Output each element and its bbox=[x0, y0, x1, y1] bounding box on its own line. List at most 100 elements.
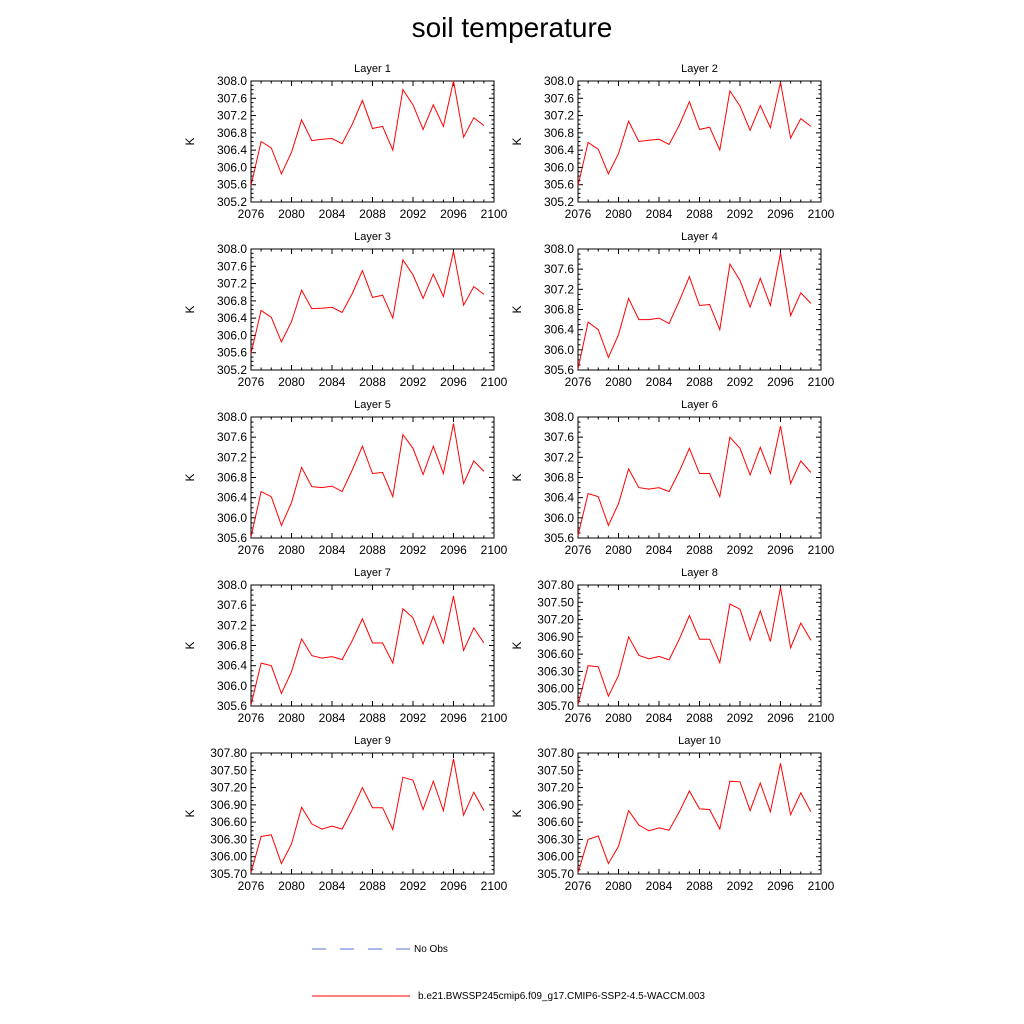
y-tick-label: 307.6 bbox=[544, 262, 574, 276]
x-tick-label: 2088 bbox=[359, 207, 386, 221]
y-tick-label: 308.0 bbox=[217, 74, 247, 88]
y-tick-label: 307.50 bbox=[537, 763, 574, 777]
y-axis-label: K bbox=[183, 305, 197, 313]
y-tick-label: 306.4 bbox=[217, 143, 247, 157]
x-tick-label: 2092 bbox=[727, 543, 754, 557]
y-tick-label: 305.6 bbox=[217, 699, 247, 713]
series-line bbox=[250, 423, 485, 538]
series-line bbox=[577, 763, 812, 873]
x-tick-label: 2088 bbox=[686, 879, 713, 893]
x-tick-label: 2084 bbox=[646, 543, 673, 557]
y-tick-label: 305.6 bbox=[544, 531, 574, 545]
y-tick-label: 306.8 bbox=[217, 294, 247, 308]
panel-3: Layer 3 K 2076 2080 2084 2088 2092 2096 2100 305.… bbox=[183, 231, 508, 389]
panel-10: Layer 10 K 2076 2080 2084 2088 2092 2096 2100 305… bbox=[510, 735, 835, 893]
legend-entry-no-obs: No Obs bbox=[312, 943, 448, 955]
y-tick-label: 305.2 bbox=[217, 195, 247, 209]
y-axis-label: K bbox=[183, 809, 197, 817]
legend-entry-model-run: b.e21.BWSSP245cmip6.f09_g17.CMIP6-SSP2-4… bbox=[312, 990, 705, 1002]
y-tick-label: 307.20 bbox=[537, 781, 574, 795]
y-tick-label: 307.80 bbox=[210, 746, 247, 760]
legend-solid-line-icon bbox=[312, 995, 410, 997]
x-tick-label: 2084 bbox=[319, 543, 346, 557]
figure-title: soil temperature bbox=[411, 12, 613, 43]
x-tick-label: 2088 bbox=[686, 711, 713, 725]
x-tick-label: 2100 bbox=[808, 711, 835, 725]
panel-title: Layer 2 bbox=[681, 63, 718, 75]
panel-9: Layer 9 K 2076 2080 2084 2088 2092 2096 2100 305.… bbox=[183, 735, 508, 893]
y-tick-label: 306.4 bbox=[544, 323, 574, 337]
x-tick-label: 2088 bbox=[686, 543, 713, 557]
series-line bbox=[250, 80, 485, 186]
x-tick-label: 2084 bbox=[319, 375, 346, 389]
x-tick-label: 2100 bbox=[808, 543, 835, 557]
panel-title: Layer 4 bbox=[681, 231, 718, 243]
x-tick-label: 2096 bbox=[440, 543, 467, 557]
y-tick-label: 306.4 bbox=[544, 143, 574, 157]
y-tick-label: 307.6 bbox=[544, 91, 574, 105]
y-tick-label: 306.0 bbox=[217, 328, 247, 342]
y-tick-label: 306.8 bbox=[217, 471, 247, 485]
x-tick-label: 2088 bbox=[359, 711, 386, 725]
panel-6: Layer 6 K 2076 2080 2084 2088 2092 2096 2100 305.… bbox=[510, 399, 835, 557]
x-tick-label: 2096 bbox=[767, 711, 794, 725]
panel-8: Layer 8 K 2076 2080 2084 2088 2092 2096 2100 305.… bbox=[510, 567, 835, 725]
x-tick-label: 2100 bbox=[808, 375, 835, 389]
x-tick-label: 2096 bbox=[440, 711, 467, 725]
plot-frame bbox=[250, 752, 495, 875]
panel-5: Layer 5 K 2076 2080 2084 2088 2092 2096 2100 305.… bbox=[183, 399, 508, 557]
y-tick-label: 305.6 bbox=[544, 178, 574, 192]
x-tick-label: 2092 bbox=[400, 375, 427, 389]
y-tick-label: 305.2 bbox=[217, 363, 247, 377]
x-tick-label: 2084 bbox=[646, 879, 673, 893]
y-tick-label: 307.6 bbox=[217, 91, 247, 105]
panel-title: Layer 6 bbox=[681, 399, 718, 411]
x-tick-label: 2092 bbox=[400, 207, 427, 221]
x-tick-label: 2076 bbox=[238, 207, 265, 221]
y-axis-label: K bbox=[510, 473, 524, 481]
x-tick-label: 2100 bbox=[808, 879, 835, 893]
y-tick-label: 306.0 bbox=[217, 160, 247, 174]
x-tick-label: 2080 bbox=[278, 543, 305, 557]
series-line bbox=[577, 425, 812, 536]
x-tick-label: 2088 bbox=[359, 375, 386, 389]
x-tick-label: 2084 bbox=[646, 375, 673, 389]
x-tick-label: 2080 bbox=[605, 711, 632, 725]
y-tick-label: 305.2 bbox=[544, 195, 574, 209]
series-line bbox=[250, 758, 485, 873]
x-tick-label: 2084 bbox=[319, 207, 346, 221]
x-tick-label: 2076 bbox=[565, 375, 592, 389]
plot-frame bbox=[250, 248, 495, 371]
x-tick-label: 2088 bbox=[359, 543, 386, 557]
plot-frame bbox=[250, 416, 495, 539]
y-axis-label: K bbox=[510, 641, 524, 649]
y-tick-label: 306.00 bbox=[537, 682, 574, 696]
y-axis-label: K bbox=[183, 473, 197, 481]
x-tick-label: 2096 bbox=[767, 207, 794, 221]
x-tick-label: 2076 bbox=[238, 879, 265, 893]
legend-label: b.e21.BWSSP245cmip6.f09_g17.CMIP6-SSP2-4… bbox=[418, 990, 705, 1002]
y-tick-label: 306.8 bbox=[544, 126, 574, 140]
y-tick-label: 305.6 bbox=[217, 346, 247, 360]
x-tick-label: 2076 bbox=[238, 375, 265, 389]
y-tick-label: 306.60 bbox=[210, 815, 247, 829]
x-tick-label: 2096 bbox=[440, 207, 467, 221]
y-tick-label: 306.00 bbox=[210, 850, 247, 864]
x-tick-label: 2100 bbox=[481, 375, 508, 389]
panel-4: Layer 4 K 2076 2080 2084 2088 2092 2096 2100 305.… bbox=[510, 231, 835, 389]
y-tick-label: 308.0 bbox=[544, 74, 574, 88]
x-tick-label: 2084 bbox=[646, 711, 673, 725]
y-tick-label: 307.2 bbox=[544, 450, 574, 464]
y-tick-label: 306.4 bbox=[544, 491, 574, 505]
x-tick-label: 2096 bbox=[767, 879, 794, 893]
y-tick-label: 308.0 bbox=[544, 410, 574, 424]
panel-title: Layer 7 bbox=[354, 567, 391, 579]
y-tick-label: 308.0 bbox=[217, 578, 247, 592]
x-tick-label: 2076 bbox=[238, 543, 265, 557]
panel-title: Layer 10 bbox=[678, 735, 721, 747]
y-tick-label: 307.2 bbox=[544, 282, 574, 296]
x-tick-label: 2092 bbox=[727, 207, 754, 221]
y-tick-label: 306.30 bbox=[537, 832, 574, 846]
plot-frame bbox=[250, 80, 495, 203]
y-tick-label: 306.0 bbox=[544, 343, 574, 357]
